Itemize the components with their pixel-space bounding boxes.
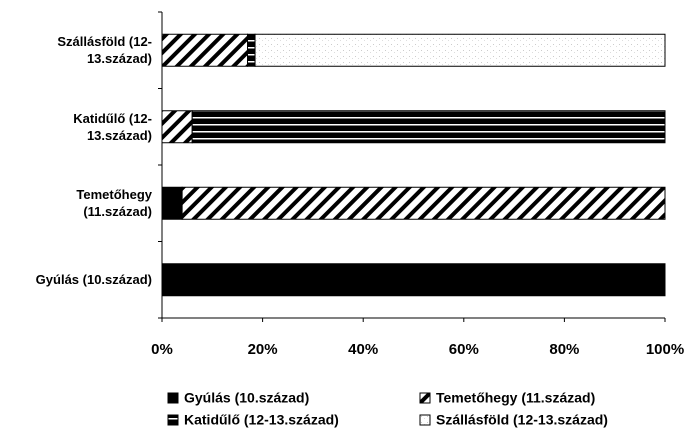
x-tick-label: 40%: [348, 341, 378, 358]
x-tick-label: 0%: [151, 341, 173, 358]
x-tick-label: 20%: [248, 341, 278, 358]
legend-swatch: [167, 392, 179, 404]
bar-segment: [161, 263, 666, 297]
x-tick-label: 80%: [549, 341, 579, 358]
bar-segment: [161, 33, 249, 67]
category-label: Katidűlő (12-13.század): [73, 110, 152, 143]
bar-segment: [161, 186, 183, 220]
bar-segment: [161, 110, 193, 144]
legend-label: Gyúlás (10.század): [184, 390, 309, 406]
legend-swatch: [419, 392, 431, 404]
bar-segment: [254, 33, 666, 67]
x-tick-label: 60%: [449, 341, 479, 358]
legend-swatch: [419, 414, 431, 426]
legend-swatch: [167, 414, 179, 426]
bar-segment: [181, 186, 666, 220]
category-label: Temetőhegy (11.század): [76, 187, 152, 220]
x-tick-label: 100%: [646, 341, 684, 358]
legend-label: Katidűlő (12-13.század): [184, 412, 339, 428]
bar-segment: [247, 33, 256, 67]
category-label: Gyúlás (10.század): [35, 272, 152, 288]
bar-segment: [191, 110, 666, 144]
legend-label: Temetőhegy (11.század): [436, 390, 595, 406]
category-label: Szállásföld (12-13.század): [57, 34, 152, 67]
legend-label: Szállásföld (12-13.század): [436, 412, 608, 428]
